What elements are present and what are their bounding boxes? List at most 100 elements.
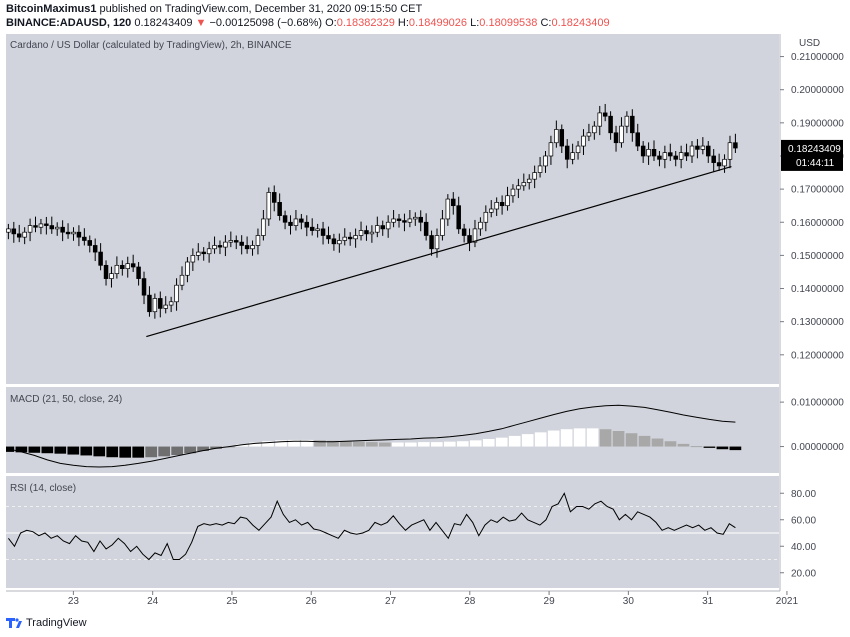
candle-body [651, 149, 657, 157]
candle-body [87, 240, 93, 246]
last-price-badge [781, 139, 843, 171]
macd-histogram-bar [67, 446, 80, 455]
time-tick-label: 29 [544, 596, 556, 607]
candle-body [168, 301, 174, 306]
macd-histogram-bar [54, 446, 67, 454]
candle-body [418, 216, 423, 223]
candle-body [619, 125, 624, 144]
candle-body [353, 235, 358, 240]
macd-histogram-bar [132, 446, 145, 458]
macd-histogram-bar [327, 440, 339, 447]
macd-histogram-bar [417, 442, 430, 447]
candle-body [700, 145, 706, 150]
macd-histogram-bar [625, 433, 638, 447]
candle-body [722, 158, 727, 167]
candle-body [212, 245, 217, 250]
price-tick-label: 0.20000000 [791, 85, 844, 96]
macd-histogram-bar [404, 442, 417, 447]
candle-body [44, 223, 49, 226]
candle-body [668, 152, 673, 157]
macd-pane[interactable]: MACD (21, 50, close, 24) [2, 387, 779, 473]
footer-brand[interactable]: TradingView [6, 617, 87, 629]
rsi-chart[interactable] [6, 476, 779, 588]
rsi-tick-label: 80.00 [791, 489, 816, 500]
macd-histogram-bar [210, 446, 222, 449]
candle-body [364, 230, 369, 235]
macd-histogram-bar [521, 434, 534, 447]
high-value: 0.18499026 [408, 17, 468, 29]
candle-body [103, 264, 109, 279]
rsi-line [8, 492, 736, 561]
price-pane[interactable]: Cardano / US Dollar (calculated by Tradi… [6, 34, 779, 384]
candle-body [136, 266, 141, 279]
candle-body [586, 132, 592, 137]
candle-body [27, 225, 33, 233]
macd-histogram-bar [508, 435, 521, 447]
macd-chart[interactable] [2, 387, 779, 473]
candle-body [277, 202, 282, 216]
candle-body [234, 240, 239, 243]
candle-body [624, 115, 630, 127]
publish-line: BitcoinMaximus1 published on TradingView… [6, 3, 422, 15]
price-tick-label: 0.19000000 [791, 118, 844, 129]
candle-body [429, 235, 434, 250]
macd-line [8, 404, 736, 468]
macd-tick-label: 0.00000000 [791, 442, 844, 453]
candle-body [326, 235, 331, 240]
macd-histogram-bar [366, 442, 378, 447]
last-price: 0.18243409 [134, 17, 193, 29]
macd-histogram-bar [664, 441, 677, 447]
macd-histogram-bar [353, 441, 365, 447]
candle-body [261, 218, 266, 236]
candle-body [678, 152, 684, 160]
candle-body [684, 152, 689, 157]
macd-histogram-bar [171, 446, 183, 455]
candle-body [271, 192, 277, 203]
candle-body [288, 221, 293, 226]
candle-body [608, 115, 613, 134]
macd-histogram-bar [275, 440, 287, 447]
candle-body [120, 264, 125, 269]
candle-body [537, 165, 543, 173]
candle-body [228, 240, 234, 243]
macd-histogram-bar [534, 432, 547, 447]
candle-body [456, 205, 461, 230]
candle-body [65, 231, 71, 235]
candle-body [158, 298, 163, 309]
price-change: −0.00125098 (−0.68%) [209, 17, 323, 29]
candle-body [11, 228, 17, 235]
macd-histogram-bar [716, 446, 729, 450]
candle-body [510, 188, 516, 197]
price-pane-title: Cardano / US Dollar (calculated by Tradi… [10, 40, 292, 51]
macd-histogram-bar [729, 446, 742, 451]
macd-histogram-bar [573, 428, 586, 447]
rsi-pane[interactable]: RSI (14, close) [6, 476, 779, 588]
candle-body [282, 215, 288, 223]
ohlc-line: BINANCE:ADAUSD, 120 0.18243409 ▼ −0.0012… [6, 17, 610, 29]
candle-body [375, 225, 380, 233]
macd-histogram-bar [197, 446, 209, 451]
candle-body [358, 230, 364, 236]
candle-body [380, 225, 385, 230]
macd-histogram-bar [236, 444, 248, 447]
author-name[interactable]: BitcoinMaximus1 [6, 3, 97, 15]
candle-body [71, 231, 76, 235]
tradingview-logo-icon [6, 618, 22, 628]
macd-pane-title: MACD (21, 50, close, 24) [10, 394, 123, 405]
time-tick-label: 26 [306, 596, 318, 607]
price-tick-label: 0.13000000 [791, 317, 844, 328]
price-chart[interactable] [6, 34, 779, 384]
candle-body [402, 220, 407, 223]
candle-body [613, 132, 619, 144]
candle-body [217, 245, 223, 248]
candle-body [646, 149, 651, 157]
macd-histogram-bar [106, 446, 119, 458]
macd-histogram-bar [690, 446, 703, 448]
candle-body [461, 228, 467, 236]
macd-histogram-bar [612, 431, 625, 447]
candle-body [570, 152, 575, 160]
candle-body [559, 129, 565, 147]
macd-histogram-bar [392, 442, 404, 447]
macd-histogram-bar [41, 446, 54, 454]
candle-body [223, 241, 228, 248]
